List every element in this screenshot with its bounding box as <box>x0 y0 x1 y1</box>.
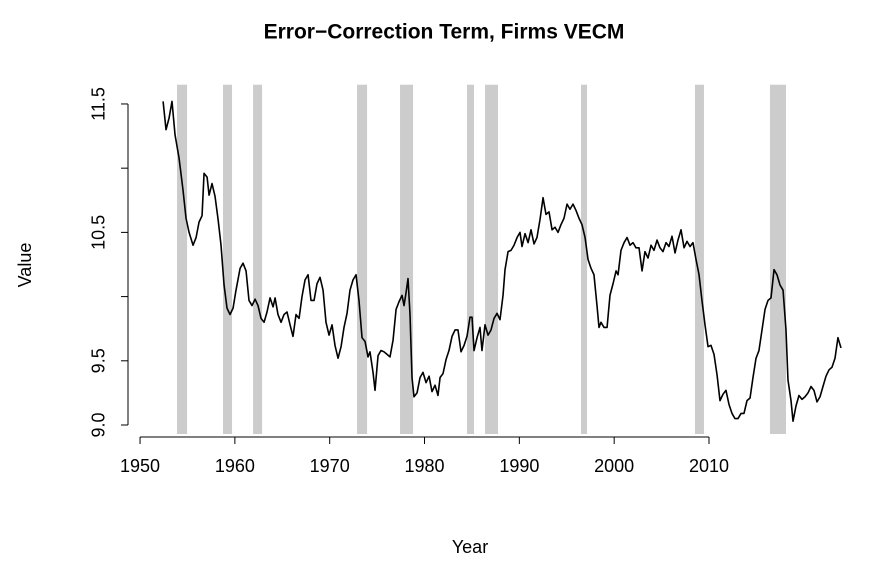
x-tick-label: 2010 <box>689 456 729 476</box>
recession-band <box>400 84 414 434</box>
y-axis-label: Value <box>15 243 35 288</box>
x-tick-label: 1960 <box>215 456 255 476</box>
recession-band <box>177 84 188 434</box>
recession-band <box>769 84 786 434</box>
recession-band <box>253 84 263 434</box>
recession-band <box>357 84 368 434</box>
recession-band <box>466 84 475 434</box>
y-tick-label: 10.5 <box>89 215 109 250</box>
x-axis-label: Year <box>452 537 488 557</box>
x-tick-label: 1950 <box>120 456 160 476</box>
recession-band <box>694 84 704 434</box>
x-tick-label: 1980 <box>404 456 444 476</box>
x-tick-label: 1990 <box>499 456 539 476</box>
x-tick-label: 1970 <box>310 456 350 476</box>
chart-title: Error−Correction Term, Firms VECM <box>264 21 625 44</box>
x-tick-label: 2000 <box>594 456 634 476</box>
y-tick-label: 11.5 <box>89 87 109 121</box>
y-tick-label: 9.0 <box>89 412 109 437</box>
y-tick-label: 9.5 <box>89 348 109 373</box>
data-line <box>162 100 842 422</box>
recession-band <box>580 84 588 434</box>
recession-band <box>485 84 499 434</box>
recession-band <box>223 84 233 434</box>
